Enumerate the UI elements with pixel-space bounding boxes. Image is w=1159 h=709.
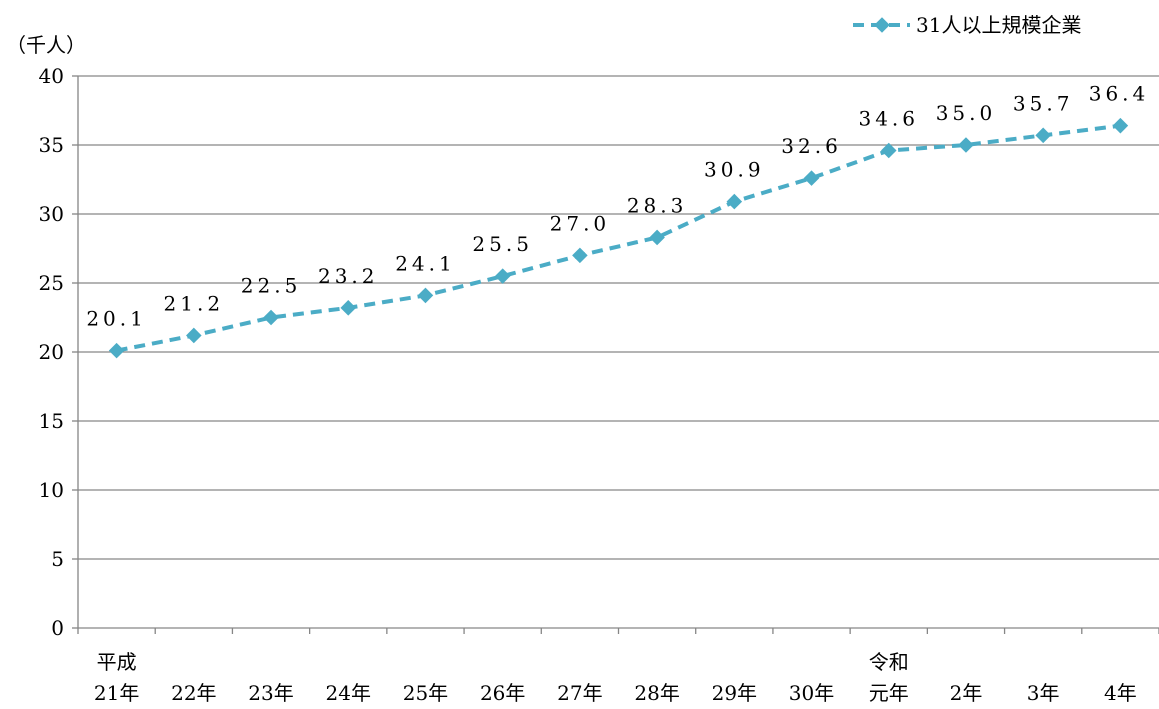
data-label: 30.9 bbox=[704, 158, 765, 182]
x-tick-label: 22年 bbox=[171, 681, 216, 705]
data-point bbox=[263, 309, 279, 326]
data-label: 20.1 bbox=[86, 307, 147, 331]
legend-label: 31人以上規模企業 bbox=[916, 13, 1081, 37]
y-tick-label: 15 bbox=[39, 409, 64, 433]
data-label: 21.2 bbox=[164, 291, 225, 315]
x-era-label: 平成 bbox=[97, 650, 137, 674]
y-tick-label: 0 bbox=[51, 616, 64, 640]
data-point bbox=[108, 342, 125, 359]
x-tick-label: 26年 bbox=[480, 681, 525, 705]
legend: 31人以上規模企業 bbox=[853, 13, 1081, 37]
series-line bbox=[116, 123, 1121, 353]
series-layer bbox=[108, 117, 1129, 359]
y-axis-ticks: 0 5 10 15 20 25 30 35 40 bbox=[39, 64, 78, 640]
x-tick-label: 30年 bbox=[789, 681, 834, 705]
data-point bbox=[340, 300, 357, 316]
y-tick-label: 30 bbox=[39, 202, 64, 226]
data-point bbox=[1112, 117, 1129, 134]
y-tick-label: 35 bbox=[39, 133, 64, 157]
y-unit-label: （千人） bbox=[6, 33, 86, 57]
data-labels: 20.1 21.2 22.5 23.2 24.1 25.5 27.0 28.3 30.9 32.6… bbox=[86, 82, 1150, 331]
data-label: 24.1 bbox=[395, 251, 456, 275]
data-label: 35.7 bbox=[1013, 91, 1074, 115]
x-era-label: 令和 bbox=[869, 650, 909, 674]
data-label: 34.6 bbox=[858, 107, 919, 131]
x-tick-label: 24年 bbox=[326, 681, 371, 705]
x-tick-label: 3年 bbox=[1027, 681, 1060, 705]
y-tick-label: 10 bbox=[39, 478, 64, 502]
x-tick-label: 元年 bbox=[869, 681, 909, 705]
data-point bbox=[494, 268, 511, 284]
x-tick-label: 2年 bbox=[950, 681, 983, 705]
x-tick-label: 4年 bbox=[1104, 681, 1137, 705]
y-tick-label: 20 bbox=[39, 340, 64, 364]
y-tick-label: 25 bbox=[39, 271, 64, 295]
data-label: 32.6 bbox=[781, 134, 842, 158]
data-label: 28.3 bbox=[627, 193, 688, 217]
data-label: 25.5 bbox=[472, 232, 533, 256]
legend-diamond-marker bbox=[874, 17, 890, 33]
data-label: 22.5 bbox=[241, 274, 302, 298]
data-point bbox=[880, 142, 897, 159]
y-tick-label: 5 bbox=[51, 547, 64, 571]
x-tick-label: 23年 bbox=[248, 681, 293, 705]
x-tick-label: 28年 bbox=[634, 681, 679, 705]
data-label: 36.4 bbox=[1089, 82, 1150, 106]
x-tick-label: 27年 bbox=[557, 681, 602, 705]
x-tick-label: 25年 bbox=[403, 681, 448, 705]
data-point bbox=[186, 327, 202, 344]
data-point bbox=[958, 137, 974, 153]
data-label: 23.2 bbox=[318, 264, 379, 288]
data-label: 35.0 bbox=[936, 101, 997, 125]
data-point bbox=[726, 193, 743, 210]
data-point bbox=[1035, 127, 1051, 144]
y-tick-label: 40 bbox=[39, 64, 64, 88]
data-label: 27.0 bbox=[550, 211, 611, 235]
data-point bbox=[572, 247, 588, 264]
data-point bbox=[649, 229, 665, 246]
data-point bbox=[803, 170, 820, 186]
gridlines bbox=[78, 75, 1159, 560]
x-tick-label: 21年 bbox=[94, 681, 139, 705]
data-point bbox=[417, 287, 434, 304]
x-tick-label: 29年 bbox=[712, 681, 757, 705]
